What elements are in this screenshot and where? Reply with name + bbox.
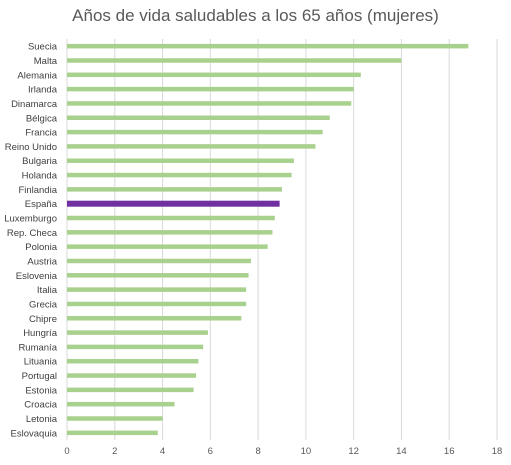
category-label: Holanda: [22, 171, 58, 182]
bar-20: [67, 316, 242, 321]
x-tick-label: 6: [208, 446, 213, 457]
bar-22: [67, 344, 204, 350]
category-label: Irlanda: [28, 85, 58, 96]
bar-25: [67, 387, 194, 393]
bars: [67, 43, 469, 436]
bar-2: [67, 58, 402, 63]
bar-28: [67, 430, 158, 436]
category-label: Estonia: [25, 385, 57, 396]
bar-26: [67, 401, 175, 407]
category-label: Dinamarca: [11, 99, 58, 110]
bar-18: [67, 287, 247, 292]
bar-13: [67, 215, 275, 221]
bar-9: [67, 158, 294, 163]
x-tick-label: 4: [160, 446, 165, 457]
bar-1: [67, 43, 469, 49]
category-label: Austria: [27, 256, 57, 267]
x-tick-label: 12: [348, 446, 359, 457]
x-tick-label: 10: [301, 446, 312, 457]
category-label: Alemania: [17, 70, 57, 81]
category-label: Bulgaria: [22, 156, 58, 167]
bar-27: [67, 416, 163, 421]
x-axis-ticks: 0 2 4 6 8 10 12 14 16 18: [64, 446, 502, 457]
bar-19: [67, 301, 247, 307]
category-label: Rumanía: [18, 342, 57, 353]
gridlines: [66, 39, 498, 440]
bar-4: [67, 86, 354, 92]
chart-title: Años de vida saludables a los 65 años (m…: [72, 6, 439, 25]
category-label: Bélgica: [26, 113, 58, 124]
category-label: Lituania: [24, 357, 58, 368]
category-label: Portugal: [22, 371, 57, 382]
category-label: Malta: [34, 56, 58, 67]
category-label: Francia: [25, 128, 57, 139]
category-label: Croacia: [24, 400, 57, 411]
x-tick-label: 2: [112, 446, 117, 457]
bar-24: [67, 373, 196, 378]
x-tick-label: 14: [396, 446, 407, 457]
category-label: Letonia: [26, 414, 58, 425]
bar-7: [67, 129, 323, 135]
bar-3: [67, 72, 361, 78]
bar-6: [67, 115, 330, 121]
bar-16: [67, 258, 251, 264]
bar-5: [67, 101, 352, 106]
x-tick-label: 8: [255, 446, 260, 457]
category-label: Rep. Checa: [7, 228, 58, 239]
bar-8: [67, 144, 316, 149]
category-label: Eslovenia: [16, 271, 58, 282]
bar-12: [67, 200, 280, 207]
category-label: España: [25, 199, 58, 210]
category-label: Finlandia: [18, 185, 57, 196]
category-labels: Suecia Malta Alemania Irlanda Dinamarca Bélgi…: [4, 42, 58, 440]
x-tick-label: 0: [64, 446, 69, 457]
bar-11: [67, 187, 282, 192]
bar-23: [67, 358, 199, 364]
category-label: Suecia: [28, 42, 58, 53]
x-tick-label: 16: [444, 446, 455, 457]
category-label: Eslovaquia: [11, 428, 58, 439]
category-label: Grecia: [29, 299, 58, 310]
category-label: Hungría: [23, 328, 58, 339]
bar-17: [67, 273, 249, 278]
category-label: Reino Unido: [5, 142, 57, 153]
category-label: Chipre: [29, 314, 57, 325]
bar-15: [67, 244, 268, 249]
x-tick-label: 18: [492, 446, 503, 457]
category-label: Polonia: [25, 242, 57, 253]
category-label: Luxemburgo: [4, 214, 57, 225]
bar-14: [67, 230, 273, 235]
bar-10: [67, 172, 292, 178]
category-label: Italia: [37, 285, 58, 296]
bar-21: [67, 330, 208, 335]
